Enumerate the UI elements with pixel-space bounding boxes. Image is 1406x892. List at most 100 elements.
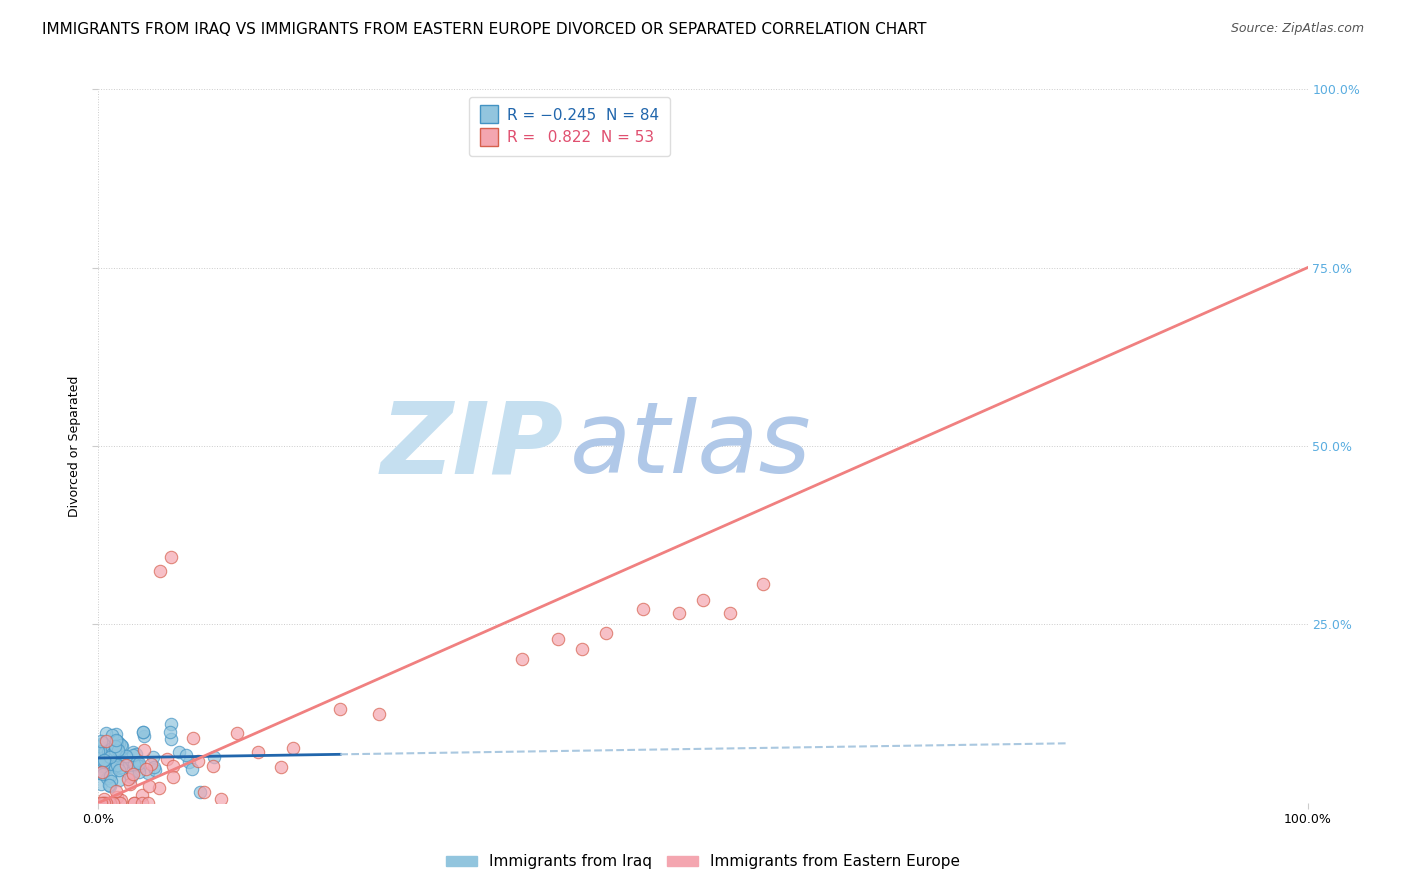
Point xyxy=(121,767,143,781)
Point xyxy=(94,725,117,739)
Point xyxy=(209,792,232,806)
Point xyxy=(202,749,225,764)
Point xyxy=(128,764,150,779)
Point xyxy=(104,726,127,740)
Point xyxy=(98,779,121,793)
Point xyxy=(104,739,127,754)
Point xyxy=(117,772,139,787)
Point xyxy=(101,747,124,762)
Point xyxy=(129,759,152,773)
Point xyxy=(142,749,165,764)
Point xyxy=(98,796,121,810)
Point xyxy=(368,707,391,722)
Point xyxy=(136,766,159,780)
Point xyxy=(100,774,122,789)
Point xyxy=(668,606,690,620)
Point xyxy=(510,652,533,666)
Point xyxy=(281,741,304,756)
Point xyxy=(89,766,111,780)
Point xyxy=(115,758,138,772)
Point xyxy=(131,788,153,802)
Point xyxy=(94,743,117,757)
Point xyxy=(114,749,136,764)
Point xyxy=(112,755,135,769)
Point xyxy=(110,738,132,752)
Point xyxy=(121,745,143,759)
Point xyxy=(98,796,121,810)
Point xyxy=(103,796,125,810)
Point xyxy=(125,747,148,761)
Point xyxy=(193,785,215,799)
Point xyxy=(124,756,146,771)
Point xyxy=(160,732,183,747)
Point xyxy=(105,784,128,798)
Point xyxy=(101,753,124,767)
Legend: Immigrants from Iraq, Immigrants from Eastern Europe: Immigrants from Iraq, Immigrants from Ea… xyxy=(440,848,966,875)
Point xyxy=(108,754,131,768)
Point xyxy=(131,724,153,739)
Text: Source: ZipAtlas.com: Source: ZipAtlas.com xyxy=(1230,22,1364,36)
Point xyxy=(139,756,162,771)
Point xyxy=(93,792,115,806)
Point xyxy=(93,756,115,770)
Y-axis label: Divorced or Separated: Divorced or Separated xyxy=(67,376,82,516)
Point xyxy=(96,796,118,810)
Point xyxy=(160,549,183,564)
Point xyxy=(125,758,148,772)
Point xyxy=(692,592,714,607)
Point xyxy=(174,747,197,762)
Point xyxy=(101,728,124,742)
Point xyxy=(91,754,114,768)
Point xyxy=(107,744,129,758)
Point xyxy=(159,725,181,739)
Point xyxy=(91,767,114,781)
Point xyxy=(128,756,150,770)
Point xyxy=(97,745,120,759)
Text: atlas: atlas xyxy=(569,398,811,494)
Point xyxy=(91,736,114,750)
Point xyxy=(90,734,112,748)
Point xyxy=(571,641,593,656)
Point xyxy=(105,733,128,747)
Point xyxy=(96,771,118,785)
Point xyxy=(134,729,156,743)
Point xyxy=(110,793,132,807)
Point xyxy=(111,751,134,765)
Point xyxy=(121,764,143,779)
Point xyxy=(98,749,121,764)
Point xyxy=(246,746,269,760)
Point xyxy=(135,763,157,777)
Point xyxy=(131,796,153,810)
Point xyxy=(122,747,145,762)
Point xyxy=(107,789,129,804)
Legend: R = −0.245  N = 84, R =  0.822  N = 53: R = −0.245 N = 84, R = 0.822 N = 53 xyxy=(468,97,669,156)
Point xyxy=(115,751,138,765)
Point xyxy=(105,739,128,754)
Point xyxy=(103,760,125,774)
Point xyxy=(111,739,134,753)
Point xyxy=(177,755,200,769)
Point xyxy=(547,632,569,646)
Point xyxy=(108,796,131,810)
Point xyxy=(107,759,129,773)
Point xyxy=(96,734,118,748)
Point xyxy=(108,736,131,750)
Point xyxy=(169,745,191,759)
Point xyxy=(270,760,292,774)
Point xyxy=(118,752,141,766)
Point xyxy=(87,744,110,758)
Point xyxy=(181,731,204,746)
Point xyxy=(188,785,211,799)
Point xyxy=(107,764,129,778)
Point xyxy=(105,758,128,772)
Point xyxy=(162,770,184,784)
Point xyxy=(149,564,172,578)
Point xyxy=(160,717,183,731)
Point xyxy=(93,753,115,767)
Point xyxy=(97,739,120,754)
Point xyxy=(127,755,149,769)
Point xyxy=(138,779,160,793)
Point xyxy=(132,724,155,739)
Point xyxy=(110,756,132,770)
Point xyxy=(91,796,114,810)
